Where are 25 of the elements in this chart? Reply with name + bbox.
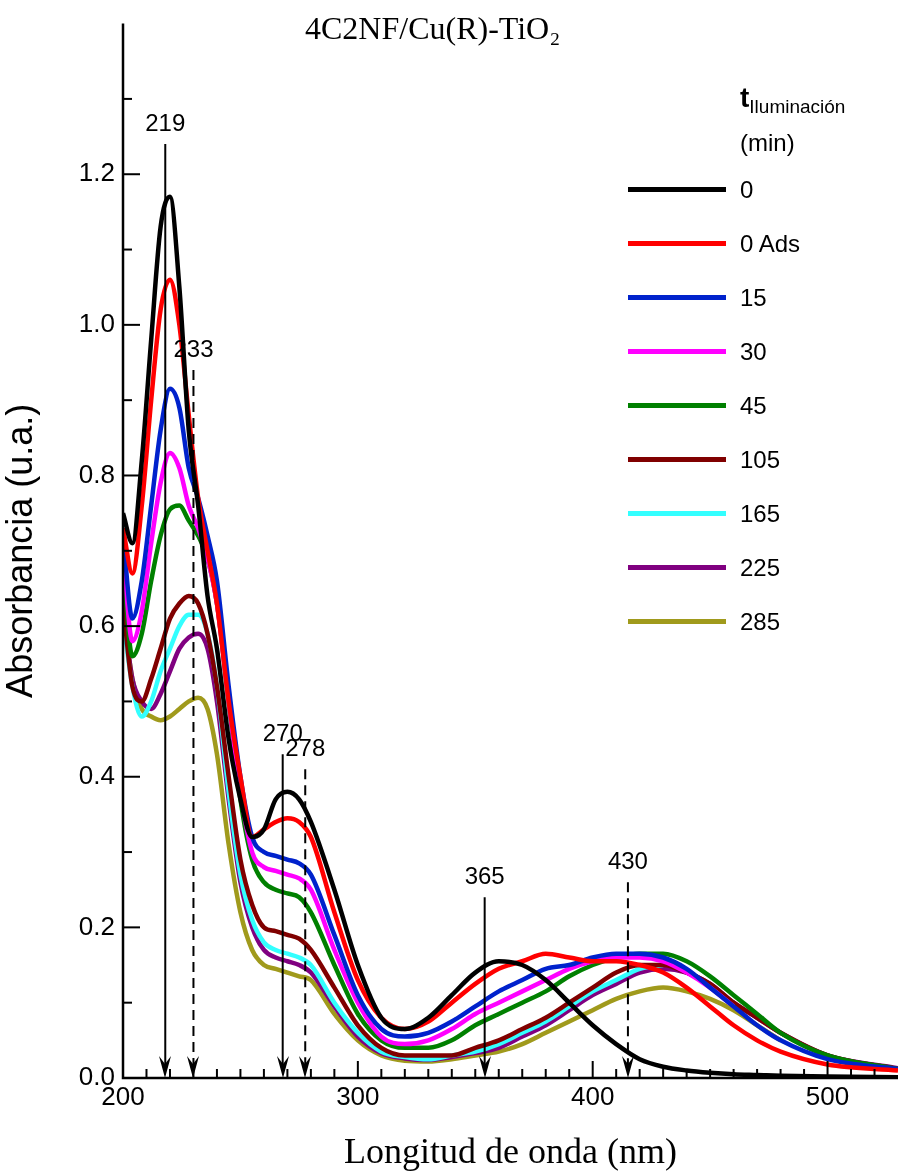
y-tick-label: 1.2 <box>78 157 115 188</box>
legend-label: 30 <box>740 337 768 366</box>
x-axis-title: Longitud de onda (nm) <box>344 1130 677 1171</box>
y-axis-title: Absorbancia (u.a.) <box>0 403 40 698</box>
legend-label: 225 <box>740 553 782 582</box>
legend-title: t$_{Iluminación}$ (min) <box>740 82 846 156</box>
y-tick-label: 1.0 <box>78 308 115 339</box>
x-tick-label: 300 <box>336 1080 380 1111</box>
legend-label: 165 <box>740 499 782 528</box>
legend-label: 0 <box>740 175 755 204</box>
y-tick-label: 0.2 <box>78 910 115 941</box>
legend-label: 285 <box>740 607 782 636</box>
legend-label: 0 Ads <box>740 229 802 258</box>
annotation: 365 <box>464 861 505 889</box>
y-tick-label: 0.8 <box>78 458 115 489</box>
chart-title: 4C2NF/Cu(R)-TiO₂ <box>305 10 561 47</box>
annotation: 219 <box>145 108 186 136</box>
legend-label: 45 <box>740 391 768 420</box>
legend-label: 15 <box>740 283 768 312</box>
y-tick-label: 0.6 <box>78 609 115 640</box>
x-tick-label: 400 <box>571 1080 615 1111</box>
legend-label: 105 <box>740 445 782 474</box>
x-tick-label: 500 <box>805 1080 850 1111</box>
annotation: 430 <box>607 846 648 874</box>
y-tick-label: 0.4 <box>78 759 115 790</box>
